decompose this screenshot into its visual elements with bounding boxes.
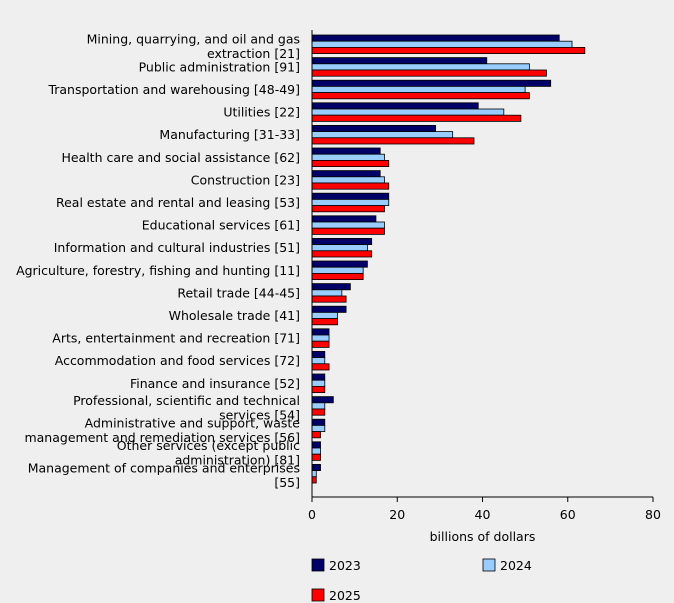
category-label-18: Other services (except public administrat… [117, 438, 300, 468]
bar-2023-17 [311, 418, 326, 426]
x-tick-label-0: 0 [308, 507, 316, 522]
category-label-9: Information and cultural industries [51] [54, 240, 300, 255]
legend-label-2023: 2023 [329, 558, 361, 573]
bar-2025-6 [311, 182, 390, 190]
bar-2024-4 [311, 131, 454, 139]
bar-2024-14 [311, 357, 326, 365]
category-label-15: Finance and insurance [52] [130, 376, 300, 391]
bar-2023-4 [311, 125, 437, 133]
bar-2023-8 [311, 215, 377, 223]
bar-2023-5 [311, 147, 381, 155]
x-tick-label-4: 80 [645, 507, 661, 522]
category-label-1: Public administration [91] [139, 59, 300, 74]
bar-2025-9 [311, 250, 373, 258]
category-label-4: Manufacturing [31-33] [159, 127, 300, 142]
bar-2023-18 [311, 441, 321, 449]
bar-2024-2 [311, 86, 526, 94]
bar-2024-15 [311, 379, 326, 387]
category-label-5: Health care and social assistance [62] [61, 150, 300, 165]
legend-label-2025: 2025 [329, 588, 361, 603]
bar-2025-3 [311, 114, 522, 122]
bar-2023-0 [311, 34, 560, 42]
bar-2023-10 [311, 260, 368, 268]
bar-2023-16 [311, 396, 334, 404]
category-label-11: Retail trade [44-45] [177, 285, 300, 300]
bar-2023-3 [311, 102, 479, 110]
category-label-6: Construction [23] [191, 172, 300, 187]
bar-2023-12 [311, 305, 347, 313]
category-label-8: Educational services [61] [142, 218, 300, 233]
bar-2023-7 [311, 192, 390, 200]
bar-2025-17 [311, 431, 321, 439]
bar-2025-8 [311, 227, 385, 235]
bar-2025-13 [311, 340, 330, 348]
bar-2024-5 [311, 153, 385, 161]
bar-2025-7 [311, 205, 385, 213]
category-label-19: Management of companies and enterprises[… [28, 461, 300, 491]
bar-2024-3 [311, 108, 505, 116]
bar-2025-16 [311, 408, 326, 416]
category-label-16: Professional, scientific and technical se… [73, 393, 300, 423]
x-tick-label-2: 40 [475, 507, 491, 522]
category-label-10: Agriculture, forestry, fishing and hunti… [16, 263, 300, 278]
bar-2024-13 [311, 334, 330, 342]
bar-2024-1 [311, 63, 530, 71]
bar-2024-9 [311, 244, 368, 252]
bar-2025-14 [311, 363, 330, 371]
bar-2023-2 [311, 79, 552, 87]
bar-2025-2 [311, 92, 530, 100]
bar-2023-1 [311, 57, 488, 65]
bar-2024-10 [311, 266, 364, 274]
bar-2024-6 [311, 176, 385, 184]
category-label-2: Transportation and warehousing [48-49] [47, 82, 300, 97]
category-labels: Mining, quarrying, and oil and gas extrac… [16, 31, 300, 490]
bar-2024-18 [311, 447, 321, 455]
bar-2025-15 [311, 385, 326, 393]
legend-swatch-2023 [311, 558, 325, 572]
category-label-7: Real estate and rental and leasing [53] [56, 195, 300, 210]
category-label-17: Administrative and support, waste managem… [24, 416, 300, 446]
bar-2024-12 [311, 311, 338, 319]
x-axis-title: billions of dollars [430, 529, 536, 544]
x-axis-ticks: 0 20 40 60 80 [308, 497, 661, 522]
x-tick-label-1: 20 [389, 507, 405, 522]
bar-2025-12 [311, 318, 338, 326]
bars-group [311, 34, 586, 484]
bar-2023-11 [311, 283, 351, 291]
category-label-12: Wholesale trade [41] [169, 308, 300, 323]
bar-2025-19 [311, 476, 317, 484]
bar-2024-11 [311, 289, 343, 297]
bar-2024-16 [311, 402, 326, 410]
bar-2023-6 [311, 170, 381, 178]
legend-label-2024: 2024 [500, 558, 532, 573]
x-tick-label-3: 60 [560, 507, 576, 522]
category-label-3: Utilities [22] [223, 105, 300, 120]
bar-2024-7 [311, 198, 390, 206]
bar-2025-10 [311, 272, 364, 280]
bar-2025-1 [311, 69, 547, 77]
bar-2024-17 [311, 424, 326, 432]
category-label-14: Accommodation and food services [72] [55, 353, 300, 368]
category-label-13: Arts, entertainment and recreation [71] [52, 331, 300, 346]
category-label-0: Mining, quarrying, and oil and gas extrac… [87, 31, 300, 61]
bar-2023-19 [311, 463, 321, 471]
bar-2025-18 [311, 453, 321, 461]
bar-2025-0 [311, 47, 586, 55]
bar-2025-11 [311, 295, 347, 303]
bar-2023-13 [311, 328, 330, 336]
bar-2024-0 [311, 40, 573, 48]
bar-2023-14 [311, 350, 326, 358]
bar-2023-15 [311, 373, 326, 381]
legend-swatch-2024 [482, 558, 496, 572]
bar-2024-8 [311, 221, 385, 229]
bar-2024-19 [311, 470, 317, 478]
bar-2025-4 [311, 137, 475, 145]
legend: 2023 2024 2025 [311, 558, 532, 603]
bar-2025-5 [311, 159, 390, 167]
legend-swatch-2025 [311, 588, 325, 602]
bar-2023-9 [311, 237, 373, 245]
